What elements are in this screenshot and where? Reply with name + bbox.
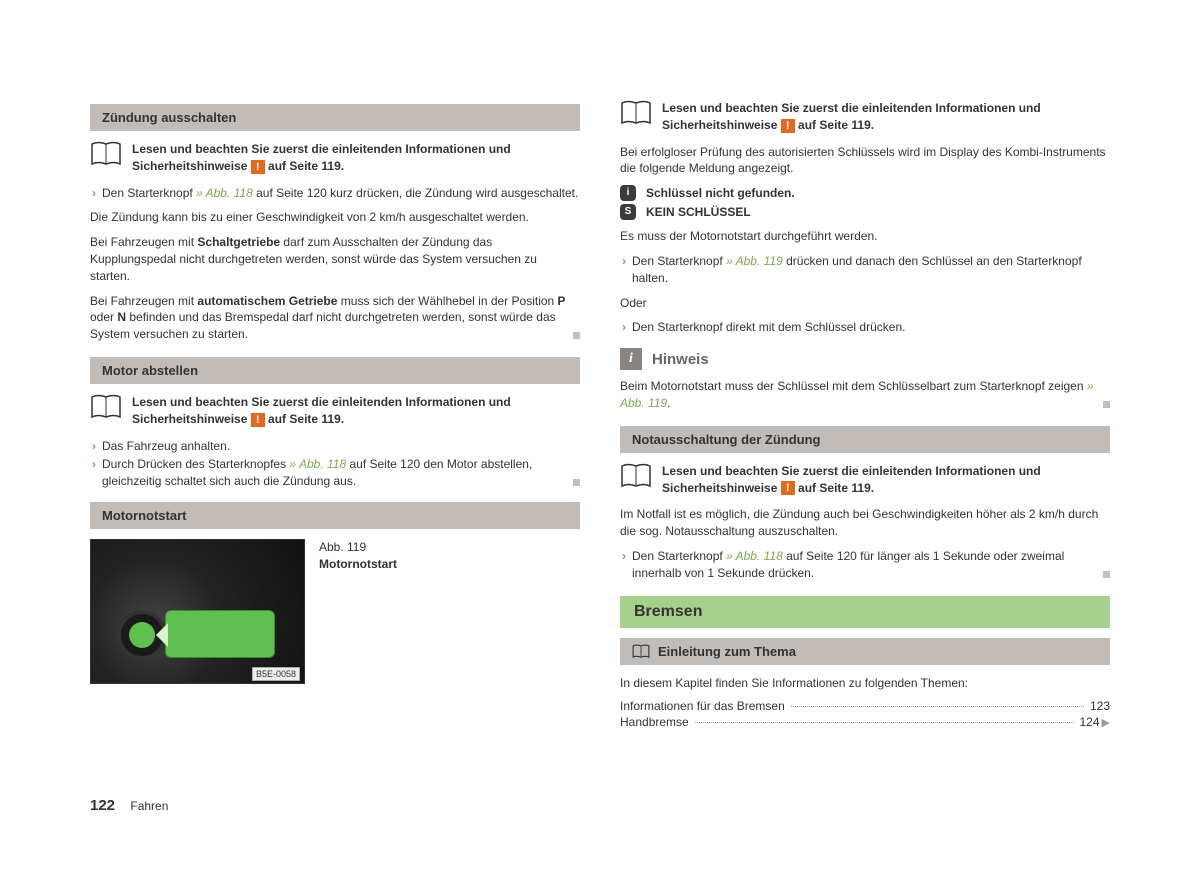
display-message: S KEIN SCHLÜSSEL (620, 204, 1110, 220)
toc-page: 123 (1090, 699, 1110, 713)
list-item: › Den Starterknopf » Abb. 118 auf Seite … (92, 185, 580, 202)
paragraph: Bei Fahrzeugen mit Schaltgetriebe darf z… (90, 234, 580, 284)
warning-icon: ! (781, 481, 795, 495)
paragraph: Bei erfolgloser Prüfung des autorisierte… (620, 144, 1110, 178)
message-text: Schlüssel nicht gefunden. (646, 186, 795, 200)
display-message: i Schlüssel nicht gefunden. (620, 185, 1110, 201)
list-item: › Den Starterknopf » Abb. 118 auf Seite … (622, 548, 1110, 582)
figure-title: Motornotstart (319, 557, 397, 571)
section-end-icon (573, 479, 580, 486)
toc-leader (695, 722, 1074, 723)
note-header: i Hinweis (620, 348, 1110, 370)
bullet-text: Den Starterknopf direkt mit dem Schlüsse… (632, 319, 905, 336)
book-icon (632, 644, 650, 659)
figure-ref: » Abb. 118 (726, 549, 783, 563)
list-item: › Den Starterknopf » Abb. 119 drücken un… (622, 253, 1110, 287)
warning-icon: ! (251, 160, 265, 174)
or-label: Oder (620, 295, 1110, 312)
footer-section: Fahren (130, 799, 168, 813)
chapter-bremsen: Bremsen (620, 596, 1110, 628)
notice-text: Lesen und beachten Sie zuerst die einlei… (662, 100, 1110, 134)
left-column: Zündung ausschalten Lesen und beachten S… (90, 100, 580, 731)
toc-label: Informationen für das Bremsen (620, 699, 785, 713)
section-end-icon (1103, 401, 1110, 408)
toc-entry: Informationen für das Bremsen 123 (620, 699, 1110, 713)
warning-icon: ! (781, 119, 795, 133)
figure-caption: Abb. 119 Motornotstart (319, 539, 397, 573)
bullet-marker: › (622, 253, 626, 287)
warning-icon: ! (251, 413, 265, 427)
section-end-icon (1103, 571, 1110, 578)
paragraph: Die Zündung kann bis zu einer Geschwindi… (90, 209, 580, 226)
paragraph: In diesem Kapitel finden Sie Information… (620, 675, 1110, 692)
list-item: › Den Starterknopf direkt mit dem Schlüs… (622, 319, 1110, 336)
paragraph: Es muss der Motornotstart durchgeführt w… (620, 228, 1110, 245)
book-icon (90, 394, 122, 423)
paragraph: Bei Fahrzeugen mit automatischem Getrieb… (90, 293, 580, 343)
section-emergency-start: Motornotstart (90, 502, 580, 529)
continue-icon: ▶ (1102, 717, 1110, 729)
toc-page: 124▶ (1080, 715, 1111, 729)
toc-entry: Handbremse 124▶ (620, 715, 1110, 729)
bullet-marker: › (92, 438, 96, 455)
bullet-text: Durch Drücken des Starterknopfes » Abb. … (102, 456, 580, 490)
info-badge-icon: S (620, 204, 636, 220)
info-icon: i (620, 348, 642, 370)
book-icon (90, 141, 122, 170)
figure-ref: » Abb. 118 (289, 457, 346, 471)
bullet-text: Den Starterknopf » Abb. 119 drücken und … (632, 253, 1110, 287)
page-number: 122 (90, 797, 115, 814)
list-item: › Durch Drücken des Starterknopfes » Abb… (92, 456, 580, 490)
figure-ref: » Abb. 118 (196, 186, 253, 200)
notice-text: Lesen und beachten Sie zuerst die einlei… (132, 394, 580, 428)
read-first-notice: Lesen und beachten Sie zuerst die einlei… (620, 100, 1110, 134)
section-intro: Einleitung zum Thema (620, 638, 1110, 665)
figure-number: Abb. 119 (319, 540, 366, 554)
section-engine-off: Motor abstellen (90, 357, 580, 384)
subheader-text: Einleitung zum Thema (658, 644, 796, 659)
page-footer: 122 Fahren (90, 797, 168, 814)
bullet-marker: › (622, 548, 626, 582)
figure-code: B5E-0058 (252, 667, 300, 681)
toc-leader (791, 706, 1084, 707)
bullet-marker: › (92, 185, 96, 202)
page-container: Zündung ausschalten Lesen und beachten S… (90, 0, 1110, 731)
toc-label: Handbremse (620, 715, 689, 729)
bullet-text: Den Starterknopf » Abb. 118 auf Seite 12… (102, 185, 578, 202)
notice-text: Lesen und beachten Sie zuerst die einlei… (662, 463, 1110, 497)
bullet-marker: › (622, 319, 626, 336)
figure-ref: » Abb. 119 (726, 254, 783, 268)
read-first-notice: Lesen und beachten Sie zuerst die einlei… (90, 394, 580, 428)
info-badge-icon: i (620, 185, 636, 201)
read-first-notice: Lesen und beachten Sie zuerst die einlei… (90, 141, 580, 175)
figure-row: B5E-0058 Abb. 119 Motornotstart (90, 539, 580, 684)
notice-post: auf Seite 119. (265, 159, 344, 173)
bullet-text: Den Starterknopf » Abb. 118 auf Seite 12… (632, 548, 1110, 582)
message-text: KEIN SCHLÜSSEL (646, 205, 751, 219)
book-icon (620, 100, 652, 129)
section-end-icon (573, 332, 580, 339)
paragraph: Im Notfall ist es möglich, die Zündung a… (620, 506, 1110, 540)
note-title: Hinweis (652, 351, 709, 368)
notice-text: Lesen und beachten Sie zuerst die einlei… (132, 141, 580, 175)
section-emergency-off: Notausschaltung der Zündung (620, 426, 1110, 453)
book-icon (620, 463, 652, 492)
bullet-text: Das Fahrzeug anhalten. (102, 438, 230, 455)
figure-image: B5E-0058 (90, 539, 305, 684)
bullet-marker: › (92, 456, 96, 490)
section-ignition-off: Zündung ausschalten (90, 104, 580, 131)
paragraph: Beim Motornotstart muss der Schlüssel mi… (620, 378, 1110, 412)
read-first-notice: Lesen und beachten Sie zuerst die einlei… (620, 463, 1110, 497)
right-column: Lesen und beachten Sie zuerst die einlei… (620, 100, 1110, 731)
list-item: › Das Fahrzeug anhalten. (92, 438, 580, 455)
